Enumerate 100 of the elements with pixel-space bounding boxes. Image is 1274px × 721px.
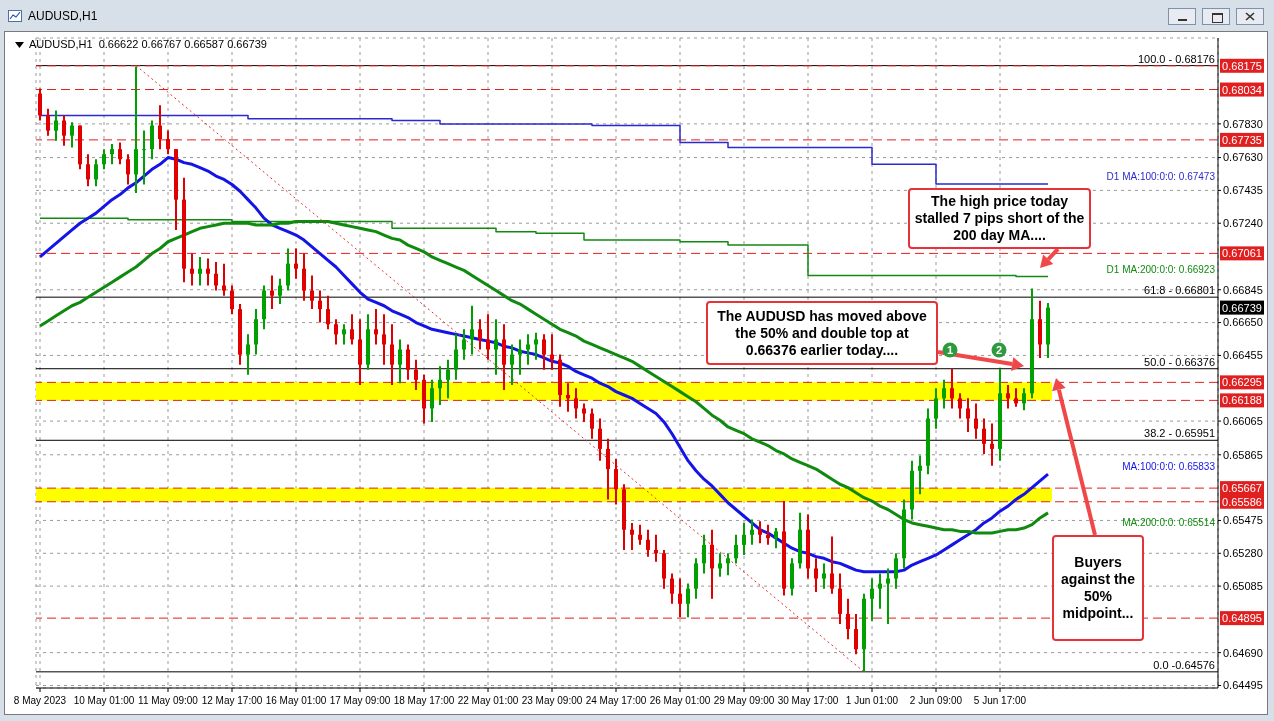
candlestick	[878, 572, 882, 610]
candlestick	[542, 333, 546, 371]
candlestick	[726, 552, 730, 577]
candlestick	[974, 402, 978, 440]
y-tick-label: 0.64690	[1223, 646, 1263, 659]
y-tick-label: 0.67830	[1223, 117, 1263, 130]
annotation: 2	[995, 344, 1003, 356]
candlestick	[830, 535, 834, 595]
candlestick	[990, 422, 994, 467]
candlestick	[110, 143, 114, 166]
annotation: 1	[946, 344, 954, 356]
candlestick	[686, 582, 690, 619]
candlestick	[406, 343, 410, 381]
candlestick	[294, 247, 298, 280]
candlestick	[638, 523, 642, 546]
candlestick	[1006, 383, 1010, 410]
ref-line-label: 0.65586	[1222, 495, 1262, 508]
candlestick	[302, 252, 306, 302]
annotation: 38.2 - 0.65951	[1144, 427, 1215, 440]
candlestick	[230, 284, 234, 316]
candlestick	[774, 527, 778, 550]
candlestick	[494, 318, 498, 376]
annotation: 61.8 - 0.66801	[1144, 284, 1215, 297]
candlestick	[270, 274, 274, 311]
candlestick	[966, 397, 970, 434]
candlestick	[454, 333, 458, 381]
candlestick	[142, 129, 146, 186]
ref-line-label: 0.67735	[1222, 133, 1262, 146]
annotation: 0.0 -0.64576	[1153, 658, 1215, 671]
annotation: The AUDUSD has moved above the 50% and double top at 0.66376 earlier today....	[716, 307, 928, 359]
candlestick	[614, 457, 618, 506]
candlestick	[606, 437, 610, 501]
candlestick	[510, 343, 514, 386]
text: D1 MA:200:0:0: 0.66923	[1106, 263, 1216, 275]
candlestick	[590, 407, 594, 440]
candlestick	[150, 119, 154, 161]
candlestick	[550, 333, 554, 371]
candlestick	[942, 378, 946, 410]
y-tick-label: 0.65865	[1223, 448, 1263, 461]
candlestick	[158, 104, 162, 151]
candlestick	[286, 247, 290, 292]
candlestick	[446, 358, 450, 400]
candlestick	[478, 318, 482, 351]
candlestick	[670, 572, 674, 605]
candlestick	[470, 304, 474, 356]
chart-title: AUDUSD,H1	[28, 9, 98, 23]
candlestick	[702, 533, 706, 575]
x-tick-label: 1 Jun 01:00	[845, 695, 899, 706]
candlestick	[350, 313, 354, 346]
candlestick	[86, 153, 90, 188]
ref-line-label: 0.64895	[1222, 612, 1262, 625]
x-tick-label: 10 May 01:00	[73, 695, 135, 706]
candlestick	[486, 313, 490, 361]
candlestick	[958, 392, 962, 420]
candlestick	[918, 454, 922, 496]
candlestick	[518, 338, 522, 376]
candlestick	[222, 262, 226, 297]
candlestick	[102, 148, 106, 171]
candlestick	[342, 323, 346, 346]
annotation: 50.0 - 0.66376	[1144, 355, 1215, 368]
ref-line-label: 0.68175	[1222, 59, 1262, 72]
candlestick	[70, 121, 74, 149]
candlestick	[118, 141, 122, 166]
candlestick	[1014, 387, 1018, 408]
candlestick	[822, 562, 826, 590]
candlestick	[526, 333, 530, 366]
candlestick	[750, 518, 754, 546]
candlestick	[582, 402, 586, 423]
y-tick-label: 0.67435	[1223, 184, 1263, 197]
candlestick	[54, 109, 58, 142]
y-tick-label: 0.66845	[1223, 283, 1263, 296]
candlestick	[334, 318, 338, 346]
candlestick	[982, 417, 986, 455]
candlestick	[718, 552, 722, 578]
y-tick-label: 0.65475	[1223, 514, 1263, 527]
candlestick	[710, 528, 714, 600]
candlestick	[38, 87, 42, 122]
candlestick	[94, 158, 98, 188]
candlestick	[246, 333, 250, 376]
y-tick-label: 0.64495	[1223, 679, 1263, 692]
candlestick	[318, 289, 322, 324]
text: D1 MA:100:0:0: 0.67473	[1106, 171, 1216, 182]
x-tick-label: 16 May 01:00	[265, 695, 327, 706]
x-tick-label: 2 Jun 09:00	[909, 695, 963, 706]
ref-line-label: 0.66295	[1222, 376, 1262, 389]
annotation: The high price today stalled 7 pips short of the 200 day MA....	[914, 193, 1085, 244]
text: Buyers against the 50% midpoint...	[1060, 554, 1136, 622]
y-tick-label: 0.65280	[1223, 547, 1263, 560]
text: MA:200:0:0: 0.65514	[1122, 516, 1216, 528]
candlestick	[646, 528, 650, 558]
x-tick-label: 22 May 01:00	[457, 695, 519, 706]
x-tick-label: 29 May 09:00	[713, 695, 775, 706]
ref-line-label: 0.66188	[1222, 394, 1262, 407]
candlestick	[894, 552, 898, 590]
candlestick	[598, 417, 602, 462]
text: MA:100:0:0: 0.65833	[1122, 461, 1216, 473]
ref-line-label: 0.67061	[1222, 247, 1262, 260]
y-tick-label: 0.67240	[1223, 217, 1263, 230]
candlestick	[438, 365, 442, 407]
x-tick-label: 12 May 17:00	[201, 695, 263, 706]
